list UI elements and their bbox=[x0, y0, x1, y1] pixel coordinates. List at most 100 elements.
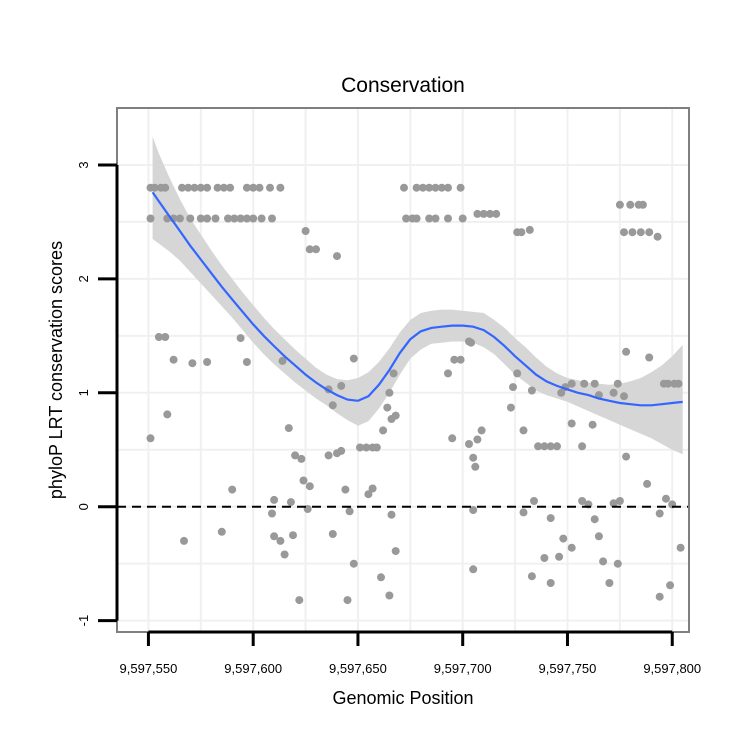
data-point bbox=[268, 509, 276, 518]
y-tick-label: 1 bbox=[76, 389, 91, 396]
data-point bbox=[509, 383, 517, 392]
data-point bbox=[276, 536, 285, 545]
data-point bbox=[163, 410, 172, 419]
data-point bbox=[578, 442, 587, 451]
data-point bbox=[622, 452, 631, 461]
data-point bbox=[242, 358, 251, 366]
data-point bbox=[580, 379, 589, 388]
data-point bbox=[465, 440, 473, 448]
data-point bbox=[431, 214, 440, 223]
data-point bbox=[473, 435, 482, 444]
data-point bbox=[567, 379, 576, 388]
data-point bbox=[284, 424, 293, 433]
data-point bbox=[519, 426, 528, 435]
data-point bbox=[431, 183, 440, 192]
data-point bbox=[613, 379, 622, 388]
data-point bbox=[328, 530, 337, 538]
data-point bbox=[517, 228, 526, 237]
data-points-group bbox=[146, 183, 685, 605]
data-point bbox=[628, 228, 637, 237]
data-point bbox=[161, 183, 170, 192]
data-point bbox=[620, 228, 628, 237]
data-point bbox=[527, 572, 536, 581]
data-point bbox=[341, 485, 350, 494]
data-point bbox=[534, 442, 543, 451]
y-tick-label: -1 bbox=[76, 615, 91, 627]
data-point bbox=[249, 214, 258, 223]
data-point bbox=[345, 507, 354, 516]
data-point bbox=[546, 579, 555, 587]
x-tick-label: 9,597,700 bbox=[434, 661, 492, 676]
smooth-fit-line bbox=[151, 191, 683, 407]
data-point bbox=[444, 183, 452, 192]
data-point bbox=[609, 499, 618, 508]
data-point bbox=[196, 214, 205, 223]
data-point bbox=[626, 200, 635, 209]
data-point bbox=[226, 183, 235, 192]
data-point bbox=[180, 536, 188, 545]
data-point bbox=[217, 527, 226, 536]
data-point bbox=[333, 252, 341, 261]
data-point bbox=[400, 183, 408, 192]
data-point bbox=[588, 420, 597, 429]
data-point bbox=[383, 403, 392, 412]
data-point bbox=[467, 338, 476, 347]
data-point bbox=[184, 183, 193, 192]
data-point bbox=[150, 183, 159, 192]
data-point bbox=[458, 214, 467, 223]
data-point bbox=[469, 453, 478, 462]
data-point bbox=[169, 355, 178, 364]
x-tick-label: 9,597,650 bbox=[329, 661, 387, 676]
data-point bbox=[391, 547, 400, 556]
data-point bbox=[645, 353, 654, 362]
data-point bbox=[655, 592, 664, 601]
data-point bbox=[379, 426, 388, 435]
y-tick-label: 0 bbox=[76, 503, 91, 510]
data-point bbox=[305, 245, 314, 254]
data-point bbox=[590, 515, 599, 524]
data-point bbox=[622, 347, 631, 356]
data-point bbox=[377, 573, 385, 582]
data-point bbox=[349, 354, 358, 363]
data-point bbox=[599, 557, 608, 566]
data-point bbox=[391, 411, 400, 420]
data-point bbox=[412, 183, 421, 192]
data-point bbox=[270, 532, 279, 541]
data-point bbox=[324, 451, 333, 460]
data-point bbox=[356, 443, 364, 452]
data-point bbox=[228, 485, 237, 494]
y-axis-label: phyloP LRT conservation scores bbox=[46, 241, 66, 499]
data-point bbox=[387, 510, 396, 519]
data-point bbox=[372, 443, 381, 452]
data-point bbox=[286, 498, 295, 507]
data-point bbox=[343, 596, 352, 605]
data-point bbox=[154, 333, 163, 341]
data-point bbox=[242, 214, 251, 223]
data-point bbox=[519, 508, 528, 517]
data-point bbox=[178, 183, 186, 192]
data-point bbox=[242, 183, 251, 192]
data-point bbox=[578, 497, 587, 505]
data-point bbox=[609, 388, 618, 397]
data-point bbox=[224, 214, 232, 223]
data-point bbox=[337, 446, 346, 455]
data-point bbox=[276, 183, 285, 192]
data-point bbox=[385, 591, 394, 600]
data-point bbox=[527, 386, 536, 395]
data-point bbox=[590, 379, 599, 388]
data-point bbox=[270, 495, 279, 504]
data-point bbox=[477, 426, 486, 435]
data-point bbox=[636, 228, 645, 237]
x-tick-label: 9,597,750 bbox=[539, 661, 597, 676]
data-point bbox=[161, 333, 170, 341]
data-point bbox=[364, 490, 373, 499]
data-point bbox=[186, 214, 195, 223]
data-point bbox=[328, 401, 337, 410]
data-point bbox=[402, 214, 411, 223]
data-point bbox=[540, 554, 549, 562]
data-point bbox=[620, 392, 628, 401]
data-point bbox=[146, 214, 155, 223]
data-point bbox=[473, 209, 482, 218]
data-point bbox=[299, 476, 308, 485]
